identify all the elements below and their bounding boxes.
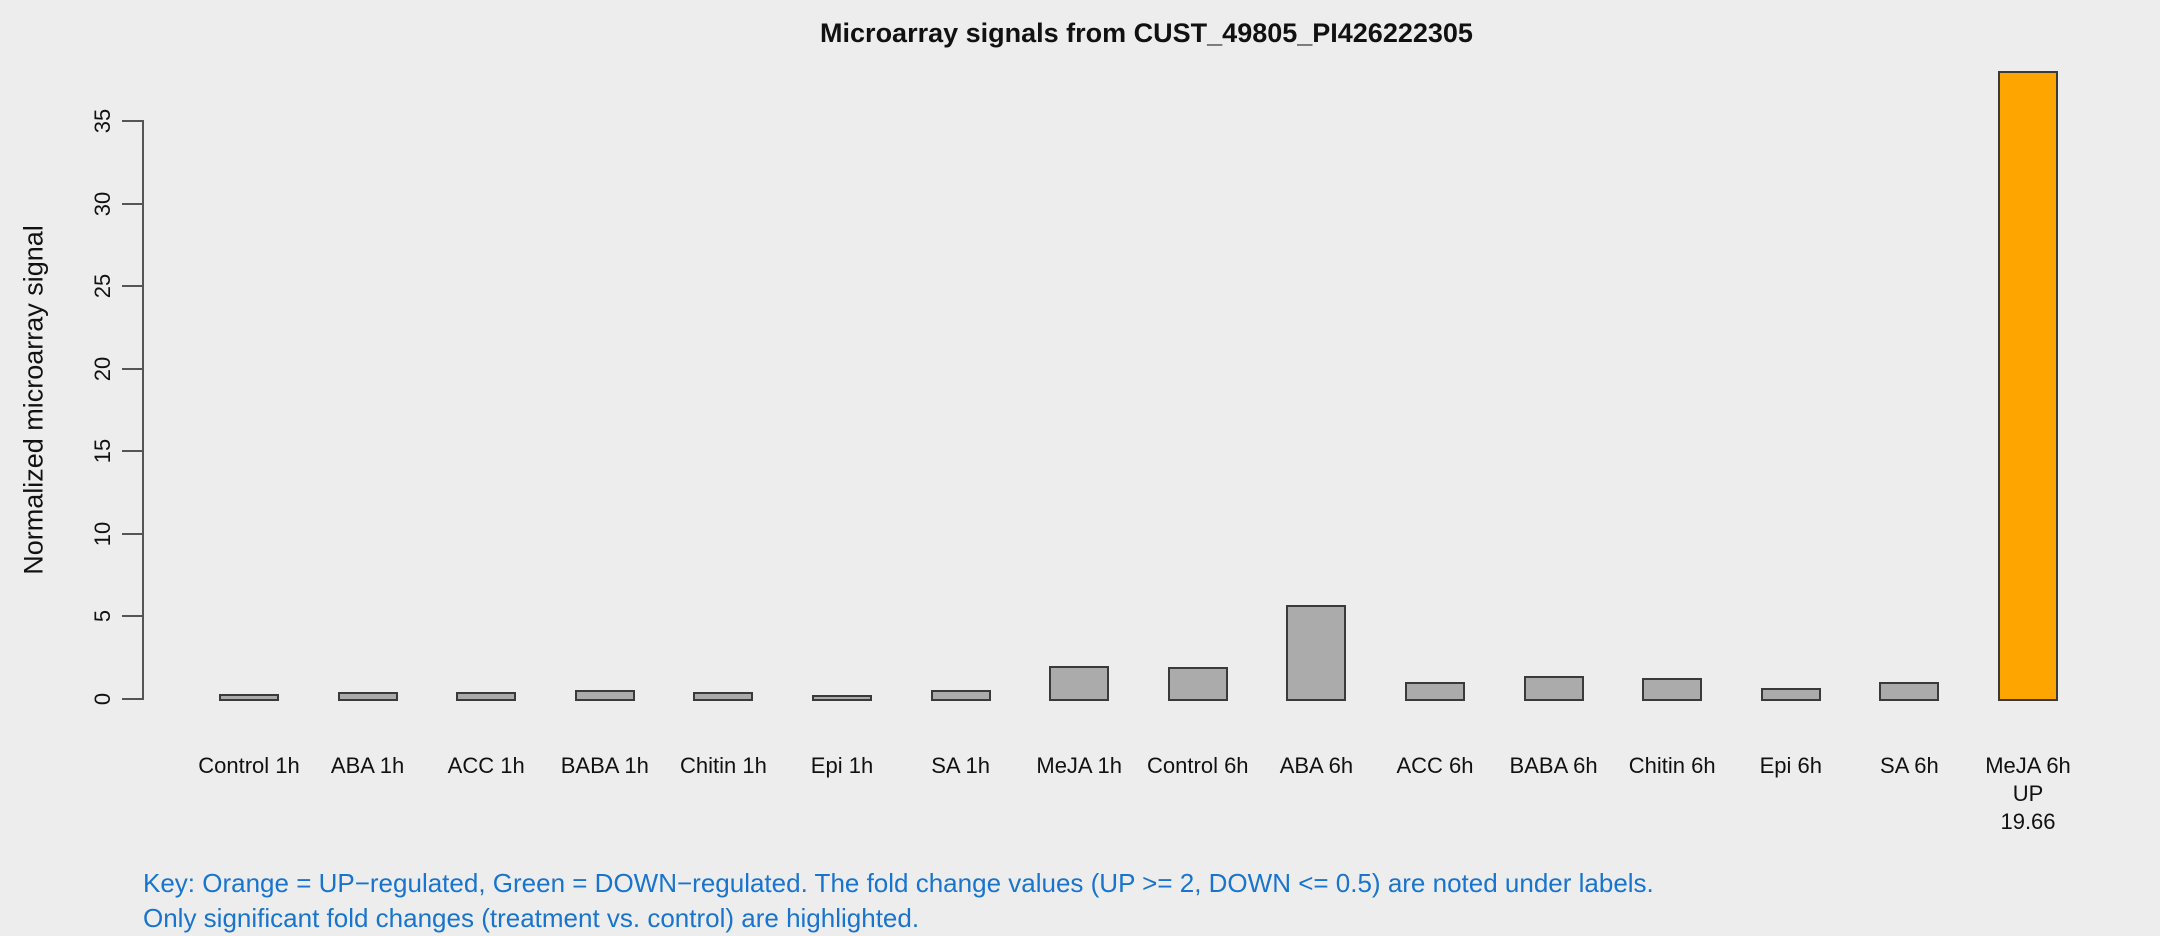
x-label-text-chitin-6h: Chitin 6h <box>1628 753 1716 778</box>
x-label-text-sa-1h: SA 1h <box>931 753 990 778</box>
x-label-sa-1h: SA 1h <box>881 752 1041 780</box>
chart-title: Microarray signals from CUST_49805_PI426… <box>820 18 1473 48</box>
x-label-text-baba-1h: BABA 1h <box>560 753 649 778</box>
y-tick-25 <box>122 285 143 288</box>
y-tick-label-10: 10 <box>90 521 115 547</box>
x-label-text-meja-6h: MeJA 6h <box>1985 753 2071 778</box>
x-label-epi-6h: Epi 6h <box>1711 752 1871 780</box>
legend-key-line-2: Only significant fold changes (treatment… <box>143 903 920 933</box>
y-axis-title: Normalized microarray signal <box>18 225 49 575</box>
x-label-meja-6h: MeJA 6h UP 19.66 <box>1948 752 2108 836</box>
x-label-text-acc-1h: ACC 1h <box>447 753 525 778</box>
x-label-text-aba-1h: ABA 1h <box>330 753 405 778</box>
x-label-control-1h: Control 1h <box>169 752 329 780</box>
x-label-acc-6h: ACC 6h <box>1355 752 1515 780</box>
x-label-text-acc-6h: ACC 6h <box>1396 753 1474 778</box>
x-label-text-meja-1h: MeJA 1h <box>1036 753 1122 778</box>
bar-aba-6h <box>1286 604 1347 701</box>
y-tick-35 <box>122 120 143 122</box>
y-tick-20 <box>122 367 143 370</box>
y-tick-30 <box>122 202 143 205</box>
y-tick-label-5: 5 <box>90 610 115 623</box>
x-label-text-epi-1h: Epi 1h <box>810 753 874 778</box>
bar-aba-1h <box>337 691 398 701</box>
x-label-chitin-6h: Chitin 6h <box>1592 752 1752 780</box>
x-label-sa-6h: SA 6h <box>1829 752 1989 780</box>
legend-key: Key: Orange = UP−regulated, Green = DOWN… <box>143 866 1654 936</box>
legend-key-line-1: Key: Orange = UP−regulated, Green = DOWN… <box>143 868 1654 898</box>
y-tick-label-20: 20 <box>90 356 115 381</box>
x-sublabel-meja-6h-0: UP <box>2012 781 2044 806</box>
bar-chitin-6h <box>1642 677 1703 701</box>
bar-baba-6h <box>1523 675 1584 701</box>
x-label-acc-1h: ACC 1h <box>406 752 566 780</box>
bar-acc-6h <box>1405 681 1465 701</box>
bar-baba-1h <box>574 689 635 701</box>
x-label-epi-1h: Epi 1h <box>762 752 922 780</box>
y-tick-label-25: 25 <box>90 273 115 299</box>
bar-control-1h <box>219 694 279 701</box>
x-sublabel-meja-6h-1: 19.66 <box>2000 809 2056 834</box>
y-tick-5 <box>122 615 143 618</box>
x-label-text-control-1h: Control 1h <box>198 753 300 778</box>
x-label-text-sa-6h: SA 6h <box>1880 753 1939 778</box>
y-tick-label-0: 0 <box>90 692 115 706</box>
x-label-control-6h: Control 6h <box>1118 752 1278 780</box>
x-label-text-aba-6h: ABA 6h <box>1279 753 1354 778</box>
bar-sa-6h <box>1879 682 1940 701</box>
x-label-aba-6h: ABA 6h <box>1236 752 1396 780</box>
x-label-text-epi-6h: Epi 6h <box>1759 753 1822 778</box>
y-tick-label-30: 30 <box>90 191 115 216</box>
bar-meja-6h <box>1998 71 2058 701</box>
y-tick-label-15: 15 <box>90 439 115 464</box>
bar-chitin-1h <box>693 691 754 701</box>
x-label-chitin-1h: Chitin 1h <box>643 752 803 780</box>
x-label-baba-1h: BABA 1h <box>525 752 685 780</box>
x-label-text-chitin-1h: Chitin 1h <box>679 753 767 778</box>
bar-sa-1h <box>930 689 991 701</box>
y-tick-label-35: 35 <box>90 108 115 134</box>
bar-control-6h <box>1167 667 1228 701</box>
bar-epi-1h <box>812 694 872 701</box>
y-axis-line <box>142 120 144 700</box>
y-tick-15 <box>122 450 143 453</box>
bar-meja-1h <box>1049 665 1110 701</box>
x-label-meja-1h: MeJA 1h <box>999 752 1159 780</box>
x-label-text-control-6h: Control 6h <box>1147 753 1249 778</box>
x-label-text-baba-6h: BABA 6h <box>1509 753 1598 778</box>
bar-epi-6h <box>1760 688 1821 701</box>
x-label-aba-1h: ABA 1h <box>288 752 448 780</box>
y-tick-0 <box>122 698 143 700</box>
y-tick-10 <box>122 532 143 535</box>
x-label-baba-6h: BABA 6h <box>1474 752 1634 780</box>
bar-acc-1h <box>456 692 517 701</box>
